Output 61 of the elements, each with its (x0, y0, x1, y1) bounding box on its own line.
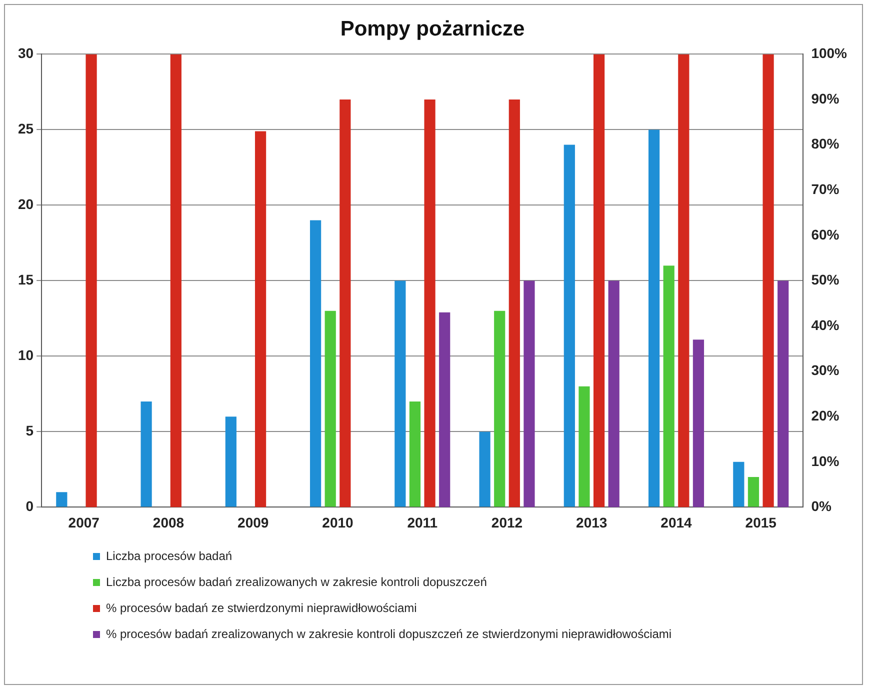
bar (524, 280, 535, 508)
bar (340, 100, 351, 508)
y2-tick-label: 90% (811, 90, 840, 106)
bar (254, 131, 266, 508)
bar (762, 54, 774, 508)
x-tick-label: 2009 (238, 514, 269, 530)
legend-label: % procesów badań ze stwierdzonymi nieprawidłowościami (106, 601, 417, 615)
y2-tick-label: 70% (811, 180, 840, 197)
bar (140, 402, 152, 507)
x-tick-label: 2012 (491, 514, 523, 530)
bar (86, 54, 97, 508)
y2-tick-label: 0% (811, 498, 832, 514)
y2-tick-label: 10% (811, 452, 840, 469)
bar (733, 462, 744, 507)
bar (225, 416, 236, 507)
bar (409, 402, 421, 507)
bar (692, 340, 704, 508)
x-tick-label: 2011 (407, 514, 438, 530)
bar (56, 492, 68, 507)
y2-tick-label: 30% (811, 362, 840, 378)
y-tick-label: 20 (18, 196, 34, 212)
bar (648, 130, 660, 507)
y-tick-label: 15 (18, 272, 34, 288)
y2-tick-label: 40% (811, 316, 840, 333)
legend-label: Liczba procesów badań zrealizowanych w zakresie kontroli dopuszczeń (106, 575, 487, 589)
x-tick-label: 2014 (660, 514, 692, 530)
bar (424, 100, 436, 508)
bar (494, 310, 506, 507)
bar (394, 280, 406, 507)
y2-tick-label: 50% (811, 272, 840, 288)
bar (479, 432, 490, 507)
y-tick-label: 0 (26, 498, 34, 514)
y2-tick-label: 60% (811, 226, 840, 242)
y-tick-label: 5 (26, 422, 34, 439)
x-tick-label: 2010 (322, 514, 354, 530)
bar (564, 144, 575, 507)
bar (678, 54, 690, 508)
x-tick-label: 2008 (152, 514, 184, 530)
bar (324, 310, 336, 507)
legend-label: Liczba procesów badań (106, 549, 232, 563)
x-tick-label: 2015 (745, 514, 777, 530)
bar (608, 280, 620, 508)
chart-title: Pompy pożarnicze (340, 17, 525, 40)
bar (439, 312, 450, 508)
y2-tick-label: 20% (811, 407, 840, 424)
x-tick-label: 2013 (576, 514, 608, 530)
bar (578, 386, 590, 507)
y-tick-label: 30 (18, 45, 34, 62)
y2-tick-label: 80% (811, 136, 840, 152)
bar (748, 477, 760, 507)
y2-tick-label: 100% (811, 45, 848, 62)
y-tick-label: 25 (18, 120, 34, 137)
x-tick-label: 2007 (68, 514, 100, 530)
bar (508, 100, 520, 508)
bar (663, 266, 674, 507)
bar (593, 54, 605, 508)
bar (310, 220, 322, 507)
bar (778, 280, 789, 508)
bar (170, 54, 182, 508)
y-tick-label: 10 (18, 347, 34, 364)
legend-label: % procesów badań zrealizowanych w zakresie kontroli dopuszczeń ze stwierdzonymi nieprawidłowościami (106, 627, 672, 641)
